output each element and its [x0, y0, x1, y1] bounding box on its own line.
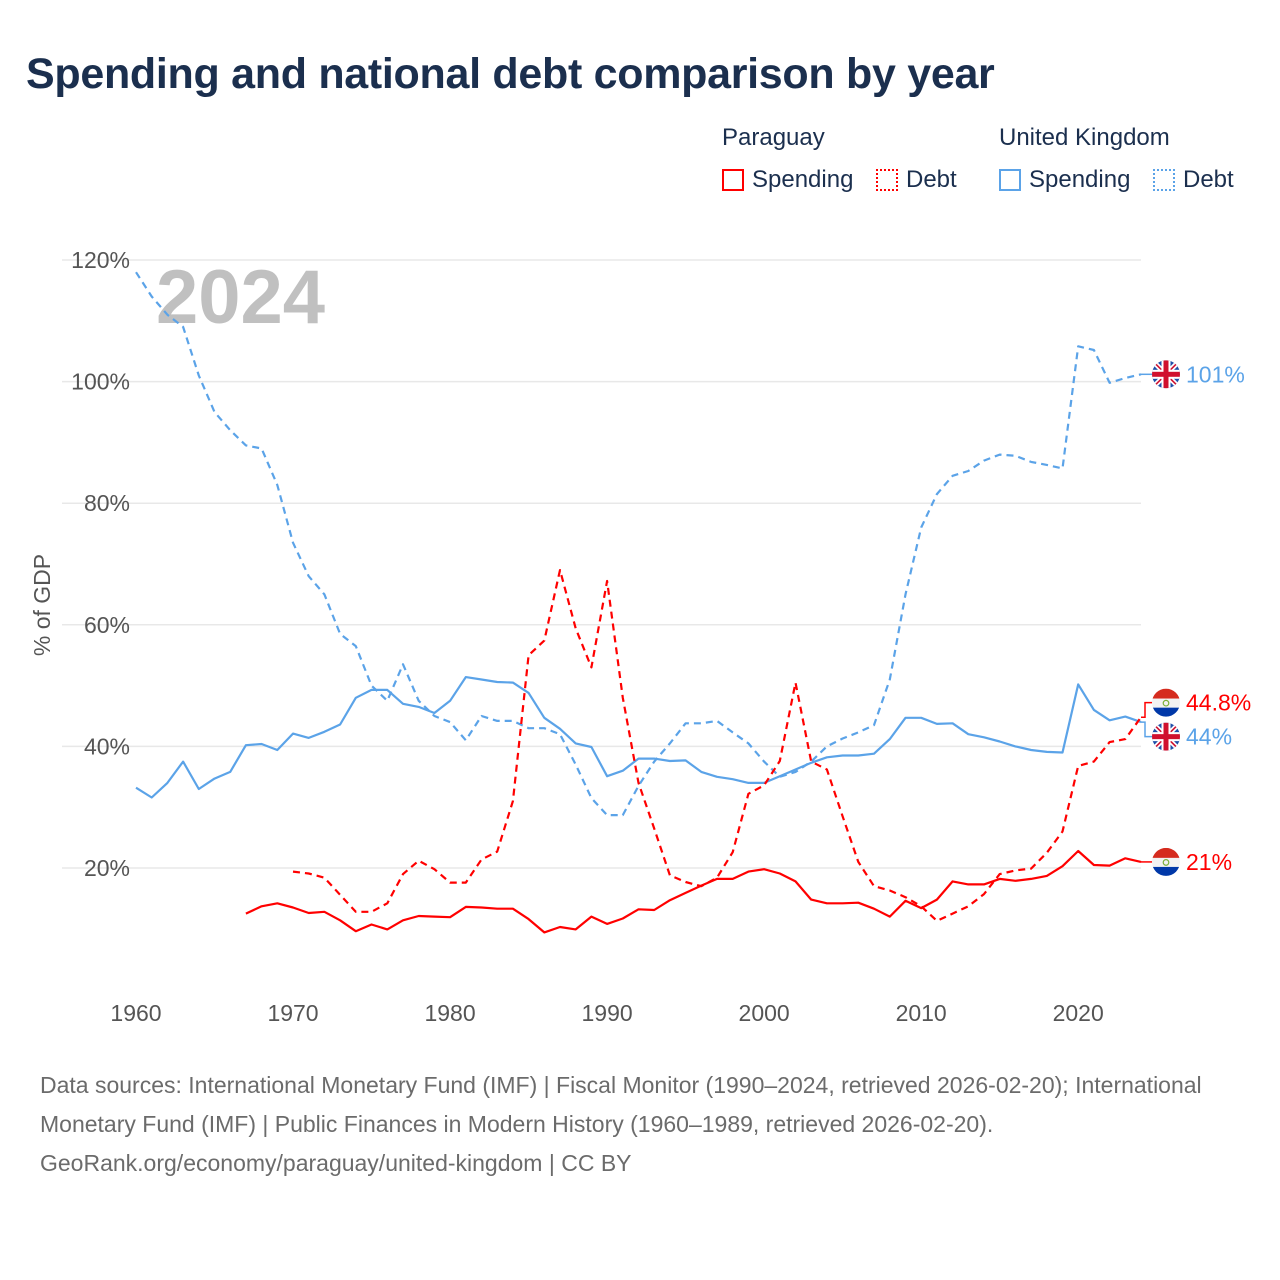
- data-sources: Data sources: International Monetary Fun…: [40, 1072, 1202, 1137]
- x-tick-label: 1960: [110, 1000, 161, 1026]
- label-connector: [1141, 721, 1152, 738]
- series-line-paraguay-debt: [292, 568, 1142, 923]
- legend-label: Spending: [752, 166, 854, 193]
- y-tick-label: 60%: [84, 612, 130, 638]
- legend-paraguay-debt[interactable]: Debt: [876, 166, 957, 194]
- x-tick-label: 2010: [896, 1000, 947, 1026]
- label-connector: [1141, 701, 1152, 718]
- x-tick-label: 2000: [739, 1000, 790, 1026]
- y-tick-label: 40%: [84, 733, 130, 759]
- legend-uk-debt[interactable]: Debt: [1153, 166, 1234, 194]
- uk-flag-icon: [1152, 722, 1180, 751]
- uk-flag-icon: [1152, 360, 1180, 389]
- series-line-paraguay-spending: [245, 849, 1142, 934]
- x-tick-label: 1980: [424, 1000, 475, 1026]
- year-watermark: 2024: [156, 255, 325, 340]
- series-line-united-kingdom-debt: [135, 271, 1142, 817]
- legend-paraguay-spending[interactable]: Spending: [722, 166, 853, 194]
- legend-label: Debt: [906, 166, 957, 193]
- paraguay-flag-icon: [1152, 847, 1180, 876]
- paraguay-flag-icon: [1152, 688, 1180, 717]
- chart-title: Spending and national debt comparison by…: [26, 50, 995, 98]
- y-tick-label: 80%: [84, 490, 130, 516]
- end-value-label: 101%: [1186, 361, 1245, 387]
- y-tick-label: 100%: [71, 369, 130, 395]
- end-value-label: 21%: [1186, 849, 1232, 875]
- plot-area: 20% 40% 60% 80% 100% 120% 1960 1970 1980 1990 2000…: [29, 247, 1251, 1026]
- legend-group-uk: United Kingdom: [999, 124, 1170, 151]
- legend-label: Debt: [1183, 166, 1234, 193]
- legend-label: Spending: [1029, 166, 1131, 193]
- legend-solid-swatch: [722, 169, 744, 191]
- legend-dotted-swatch: [876, 169, 898, 191]
- legend-group-paraguay: Paraguay: [722, 124, 825, 151]
- legend-dotted-swatch: [1153, 169, 1175, 191]
- footer: Data sources: International Monetary Fun…: [40, 1066, 1240, 1183]
- credit-link[interactable]: GeoRank.org/economy/paraguay/united-king…: [40, 1150, 632, 1176]
- y-axis-label: % of GDP: [29, 554, 55, 656]
- legend-solid-swatch: [999, 169, 1021, 191]
- x-tick-label: 1990: [582, 1000, 633, 1026]
- end-value-label: 44.8%: [1186, 690, 1251, 716]
- end-value-label: 44%: [1186, 724, 1232, 750]
- x-tick-label: 1970: [267, 1000, 318, 1026]
- legend-uk-spending[interactable]: Spending: [999, 166, 1130, 194]
- x-tick-label: 2020: [1053, 1000, 1104, 1026]
- y-tick-label: 120%: [71, 247, 130, 273]
- y-tick-label: 20%: [84, 855, 130, 881]
- series-line-united-kingdom-spending: [135, 675, 1142, 799]
